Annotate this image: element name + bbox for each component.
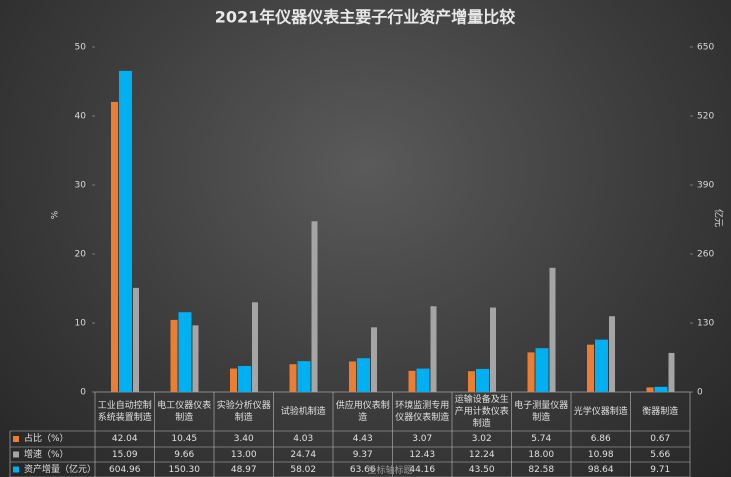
- x-tick-label: 光学仪器制造: [573, 407, 628, 417]
- y-axis-label: %: [51, 210, 61, 219]
- bar: [297, 361, 311, 392]
- legend-label: 占比（%）: [24, 434, 69, 444]
- table-value: 12.24: [468, 449, 495, 460]
- table-value: 5.74: [531, 434, 552, 444]
- x-tick-label: 衡器制造: [642, 407, 679, 417]
- x-tick-label: 电子测量仪器制造: [514, 401, 569, 423]
- bar: [430, 306, 437, 392]
- x-tick-label: 电工仪器仪表制造: [157, 401, 212, 423]
- bar: [490, 307, 496, 392]
- y2-tick-label: 0: [697, 388, 703, 398]
- bar: [549, 267, 556, 392]
- x-tick-label: 供应用仪表制造: [335, 401, 390, 423]
- table-value: 9.66: [174, 449, 195, 460]
- x-tick-label: 工业自动控制系统装置制造: [97, 401, 152, 423]
- x-tick-label: 实验分析仪器制造: [216, 401, 271, 423]
- bar: [230, 368, 237, 392]
- table-value: 12.43: [409, 449, 436, 460]
- chart-title: 2021年仪器仪表主要子行业资产增量比较: [215, 8, 516, 27]
- legend-label: 资产增量（亿元）: [24, 464, 97, 475]
- y2-tick-label: 390: [697, 181, 714, 191]
- bar: [595, 339, 608, 392]
- bar: [238, 366, 251, 392]
- bar: [527, 352, 535, 392]
- x-tick-label: 运输设备及生产用计数仪表制造: [454, 395, 509, 429]
- table-value: 3.40: [233, 434, 254, 444]
- y2-tick-label: 520: [697, 112, 714, 122]
- y2-axis-label: 亿元: [713, 209, 725, 227]
- y2-tick-label: 650: [697, 43, 714, 53]
- bar: [357, 358, 370, 392]
- legend-key: [13, 451, 19, 458]
- table-value: 48.97: [230, 464, 257, 475]
- table-value: 10.98: [587, 449, 614, 460]
- table-value: 10.45: [171, 434, 198, 444]
- table-value: 42.04: [111, 434, 138, 444]
- table-value: 0.67: [650, 434, 671, 444]
- bar: [192, 325, 199, 392]
- legend-key: [13, 436, 19, 442]
- table-value: 82.58: [528, 464, 555, 475]
- table-value: 4.43: [352, 434, 373, 444]
- table-value: 150.30: [168, 464, 201, 475]
- table-value: 18.00: [528, 449, 555, 460]
- y-tick-label: 30: [75, 181, 87, 191]
- y-tick-label: 40: [75, 112, 87, 122]
- bar: [476, 368, 489, 392]
- table-value: 9.71: [650, 464, 671, 475]
- legend-key: [13, 466, 19, 473]
- bar: [311, 221, 318, 392]
- y-tick-label: 0: [80, 388, 86, 398]
- x-tick-label: 环境监测专用仪器仪表制造: [395, 401, 450, 423]
- table-value: 4.03: [293, 434, 314, 444]
- table-value: 15.09: [111, 449, 138, 460]
- bar: [252, 302, 258, 392]
- bar: [170, 319, 178, 392]
- x-axis-label: 坐标轴标题: [367, 466, 413, 476]
- bar: [178, 312, 192, 392]
- bar: [535, 348, 549, 392]
- table-value: 3.02: [471, 434, 492, 444]
- table-value: 13.00: [230, 449, 257, 460]
- bar: [111, 101, 118, 392]
- y2-tick-label: 260: [697, 250, 714, 260]
- bar: [349, 361, 356, 392]
- bar: [654, 386, 668, 392]
- table-value: 63.66: [349, 464, 376, 475]
- table-value: 9.37: [352, 449, 373, 460]
- y-tick-label: 50: [75, 43, 87, 53]
- table-value: 43.50: [468, 464, 495, 475]
- bar: [289, 364, 297, 392]
- y-tick-label: 20: [75, 250, 87, 260]
- bar: [408, 370, 416, 392]
- table-value: 44.16: [409, 464, 436, 475]
- y2-tick-label: 130: [697, 319, 714, 329]
- table-value: 3.07: [412, 434, 433, 444]
- bar: [119, 70, 132, 392]
- bar: [133, 287, 139, 392]
- bar: [587, 344, 594, 392]
- table-value: 5.66: [650, 449, 671, 460]
- table-value: 58.02: [290, 464, 317, 475]
- table-value: 6.86: [590, 434, 611, 444]
- bar: [416, 368, 430, 392]
- y-tick-label: 10: [75, 319, 87, 329]
- x-tick-label: 试验机制造: [280, 407, 326, 417]
- table-value: 604.96: [109, 464, 141, 475]
- bar: [668, 352, 675, 392]
- bar: [646, 387, 654, 392]
- table-value: 24.74: [290, 449, 317, 460]
- bar: [609, 316, 615, 392]
- bar: [371, 327, 377, 392]
- table-value: 98.64: [587, 464, 614, 475]
- legend-label: 增速（%）: [24, 449, 69, 460]
- bar: [468, 371, 475, 392]
